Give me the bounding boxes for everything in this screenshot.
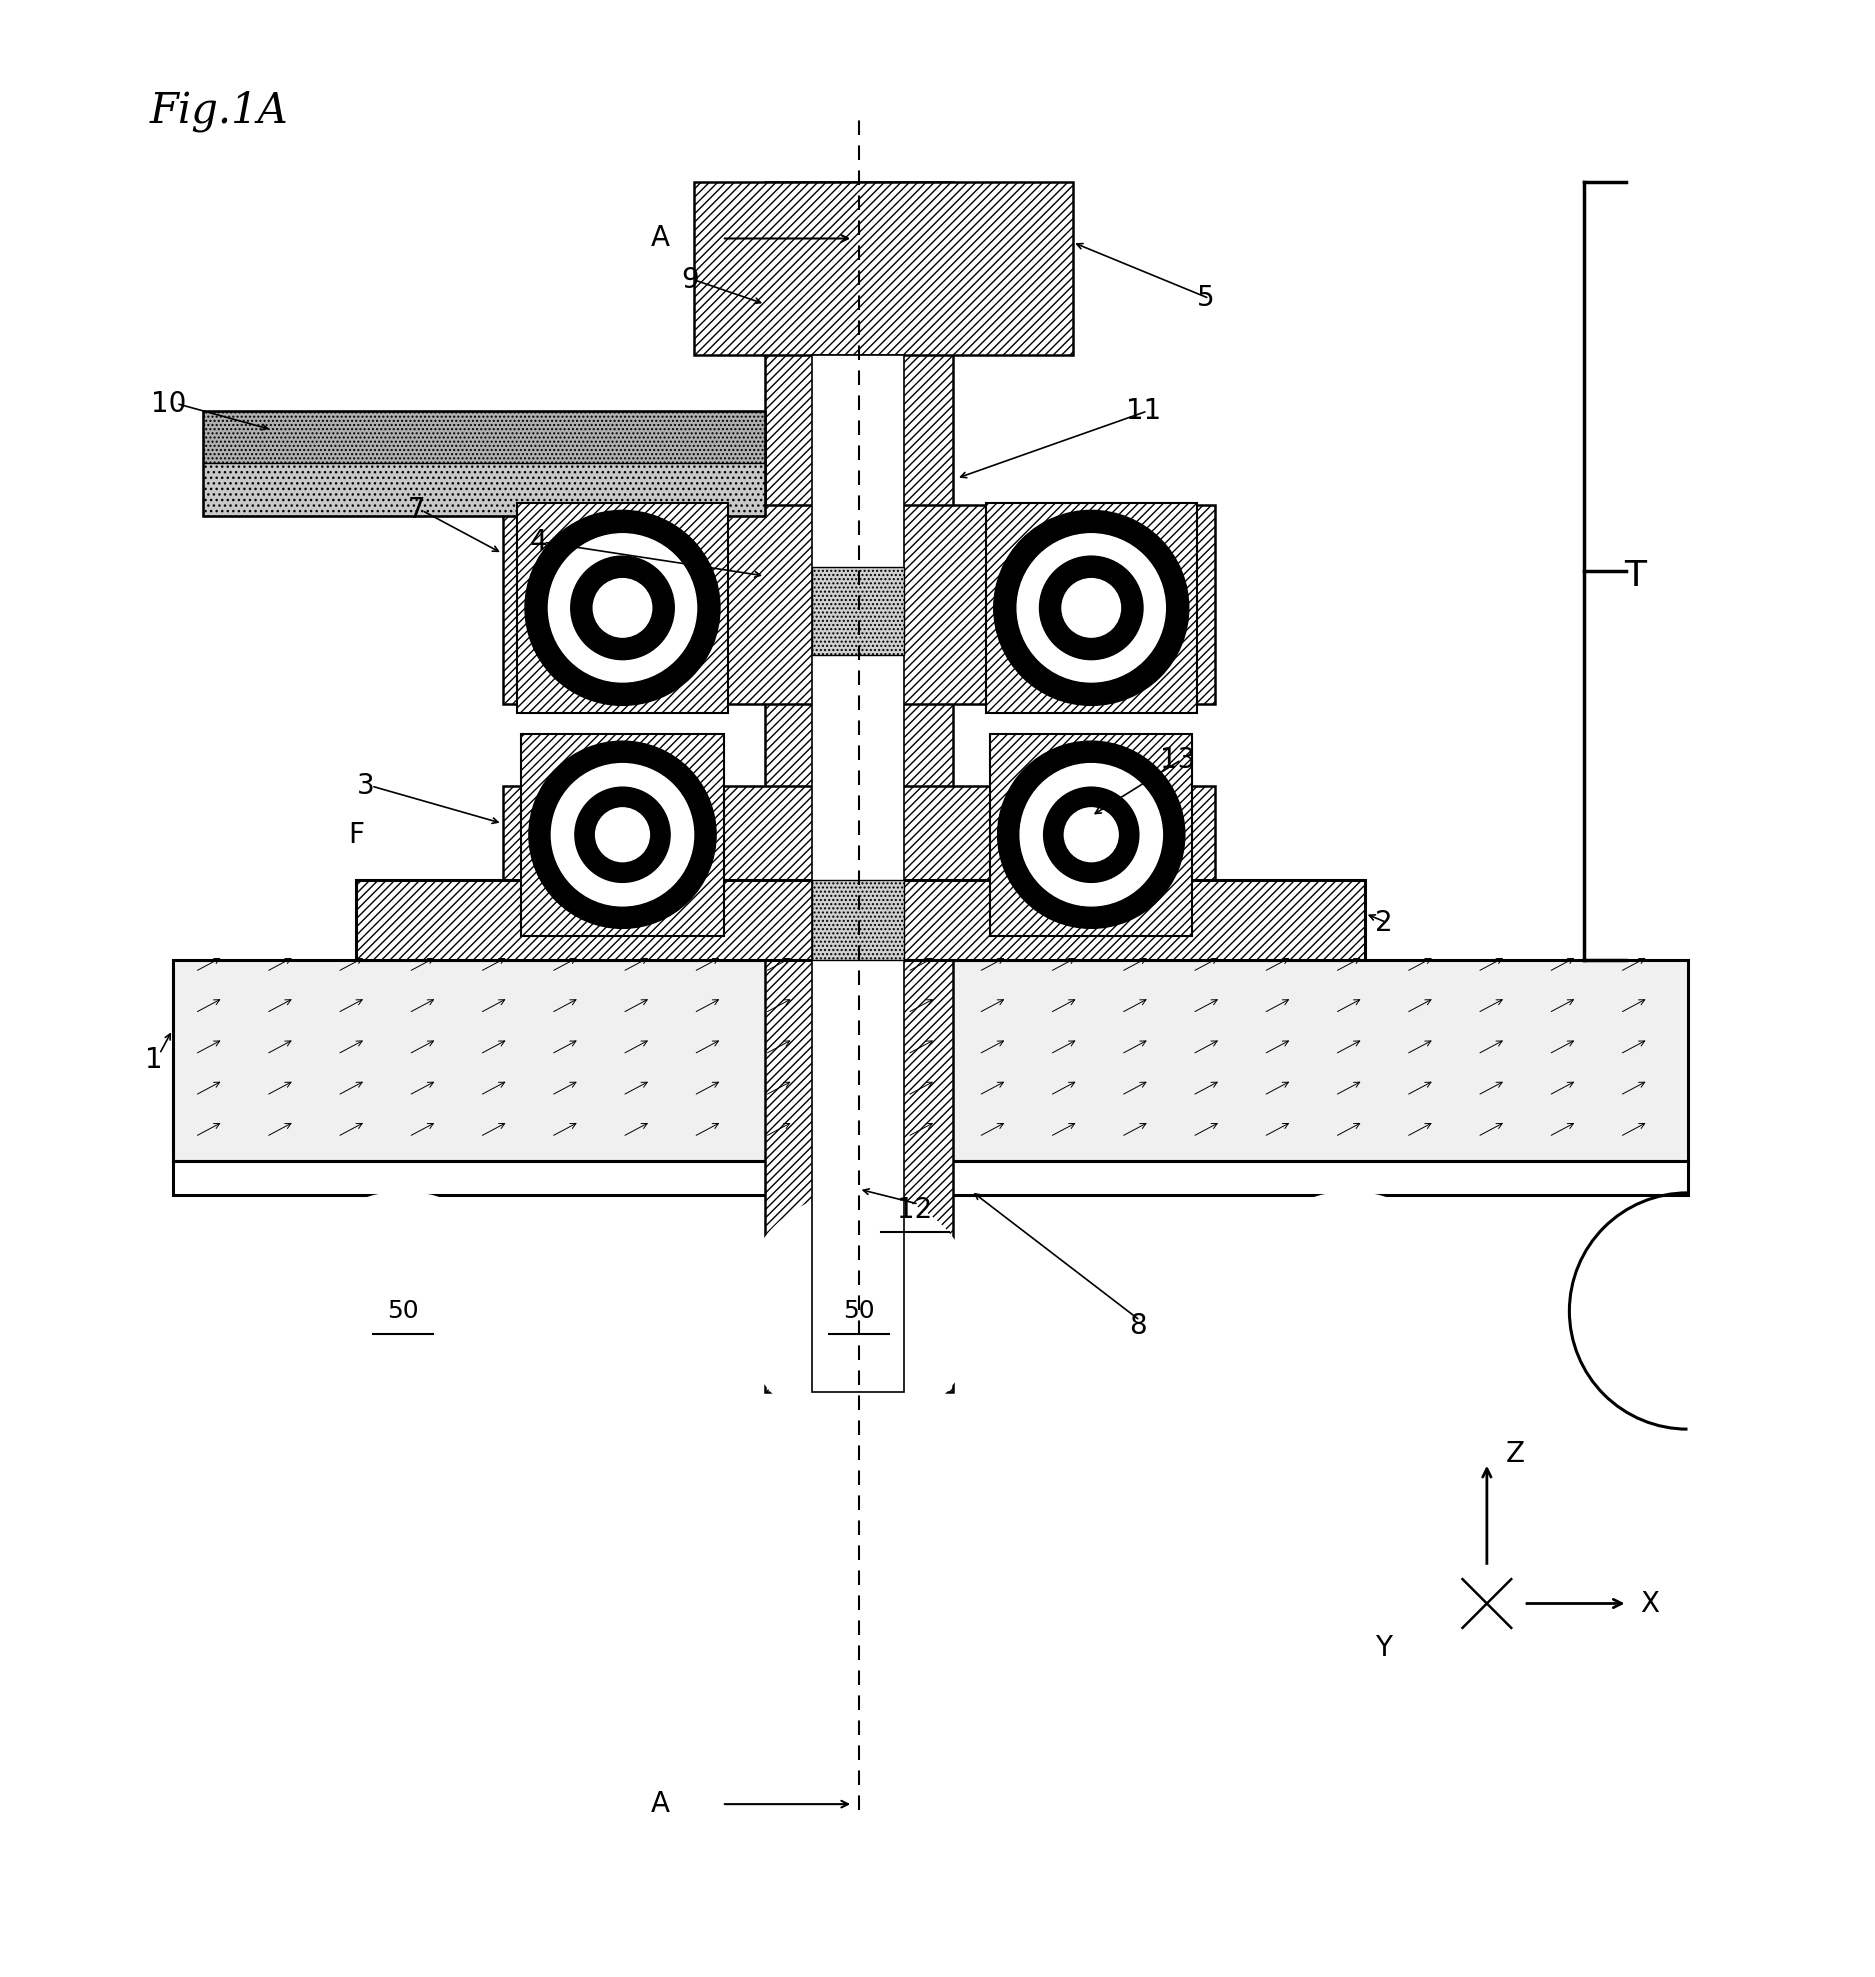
Bar — [521, 733, 724, 935]
Text: 10: 10 — [152, 389, 186, 417]
Bar — [518, 502, 728, 714]
Circle shape — [1020, 763, 1162, 905]
Circle shape — [994, 510, 1189, 706]
Bar — [172, 1160, 1688, 1194]
Circle shape — [741, 1192, 977, 1429]
Text: Fig.1A: Fig.1A — [150, 91, 289, 132]
Bar — [503, 787, 1215, 880]
Text: F: F — [349, 820, 364, 848]
Text: 2: 2 — [1374, 909, 1393, 937]
Bar — [990, 733, 1192, 935]
Bar — [694, 182, 1072, 354]
Text: 7: 7 — [407, 496, 426, 524]
Text: 9: 9 — [681, 265, 699, 295]
Text: 11: 11 — [1127, 397, 1161, 425]
Text: 4: 4 — [529, 528, 548, 556]
Text: 5: 5 — [1196, 285, 1215, 312]
Circle shape — [1016, 534, 1166, 682]
Text: 1: 1 — [144, 1046, 163, 1074]
Text: Z: Z — [1506, 1439, 1524, 1467]
Text: A: A — [651, 1789, 669, 1819]
Circle shape — [1232, 1192, 1468, 1429]
Bar — [503, 504, 1215, 704]
Circle shape — [1449, 1566, 1524, 1641]
Bar — [812, 567, 904, 654]
Text: 12: 12 — [898, 1196, 932, 1224]
Circle shape — [285, 1192, 521, 1429]
Circle shape — [529, 741, 716, 929]
Text: A: A — [651, 225, 669, 253]
Text: 8: 8 — [1129, 1313, 1148, 1340]
Text: 3: 3 — [356, 771, 375, 801]
Circle shape — [998, 741, 1185, 929]
Bar — [202, 411, 765, 516]
Bar — [812, 354, 904, 1392]
Bar — [812, 880, 904, 961]
Circle shape — [1065, 809, 1118, 862]
Circle shape — [1039, 556, 1144, 660]
Text: X: X — [1641, 1590, 1659, 1617]
Circle shape — [596, 809, 649, 862]
Bar — [202, 463, 765, 516]
Text: 50: 50 — [844, 1299, 874, 1323]
Bar — [986, 502, 1196, 714]
Circle shape — [548, 534, 698, 682]
Circle shape — [576, 787, 669, 882]
Bar — [202, 411, 765, 463]
Bar — [356, 880, 1365, 961]
Circle shape — [1061, 579, 1121, 637]
Text: 50: 50 — [388, 1299, 418, 1323]
Circle shape — [551, 763, 694, 905]
Text: Y: Y — [1374, 1635, 1393, 1663]
Text: T: T — [1624, 559, 1646, 593]
Bar — [172, 961, 1688, 1160]
Circle shape — [1044, 787, 1138, 882]
Circle shape — [525, 510, 720, 706]
Circle shape — [570, 556, 675, 660]
Text: 13: 13 — [1161, 745, 1194, 773]
Bar — [765, 182, 952, 1392]
Circle shape — [592, 579, 652, 637]
